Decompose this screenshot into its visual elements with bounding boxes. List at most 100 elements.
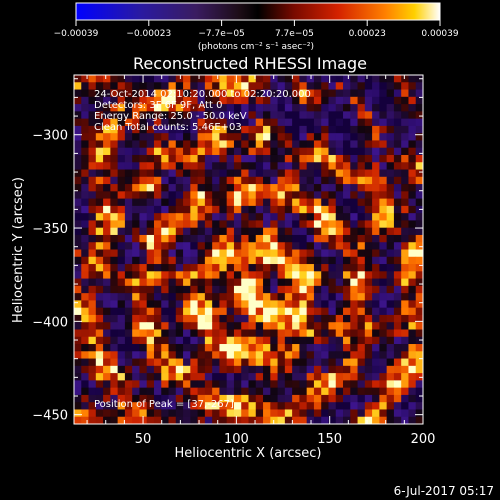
heatmap-cell [357,191,366,199]
heatmap-cell [183,104,191,112]
heatmap-cell [364,133,373,141]
heatmap-cell [81,358,89,367]
heatmap-cell [95,184,104,192]
heatmap-cell [168,344,177,352]
heatmap-cell [284,293,293,301]
heatmap-cell [306,307,315,316]
heatmap-cell [372,89,380,98]
heatmap-cell [306,402,315,410]
heatmap-cell [146,75,155,83]
heatmap-cell [277,162,286,170]
heatmap-cell [248,227,257,236]
heatmap-cell [190,125,198,134]
heatmap-cell [408,75,417,83]
heatmap-cell [306,351,315,359]
heatmap-cell [81,191,89,199]
heatmap-cell [74,213,82,221]
heatmap-cell [321,96,329,105]
heatmap-cell [306,256,315,265]
heatmap-cell [386,82,395,90]
heatmap-cell [74,162,82,170]
heatmap-cell [197,169,206,178]
heatmap-cell [204,125,213,134]
heatmap-cell [401,242,409,250]
heatmap-cell [175,75,184,83]
heatmap-cell [299,387,308,396]
heatmap-cell [321,264,329,272]
heatmap-cell [248,402,257,410]
heatmap-cell [219,322,228,330]
heatmap-cell [248,162,257,170]
heatmap-cell [95,169,104,178]
heatmap-cell [284,75,293,83]
heatmap-cell [175,242,184,250]
heatmap-cell [241,329,249,338]
heatmap-cell [168,169,177,178]
colorbar [75,2,441,21]
heatmap-cell [415,82,423,90]
heatmap-cell [408,351,417,359]
heatmap-cell [343,82,351,90]
heatmap-cell [292,154,300,163]
heatmap-cell [292,314,300,323]
heatmap-cell [292,220,300,229]
heatmap-cell [74,118,82,127]
heatmap-cell [284,205,293,214]
heatmap-cell [139,184,148,192]
heatmap-cell [110,358,119,367]
heatmap-cell [408,242,417,250]
heatmap-cell [328,402,337,410]
heatmap-cell [212,220,220,229]
heatmap-cell [386,322,395,330]
heatmap-cell [401,111,409,120]
heatmap-cell [241,213,249,221]
heatmap-cell [175,329,184,338]
heatmap-cell [81,111,89,120]
heatmap-cell [183,75,191,83]
heatmap-cell [110,191,119,199]
heatmap-cell [117,198,126,207]
heatmap-cell [197,191,206,199]
heatmap-cell [81,89,89,98]
heatmap-cell [284,104,293,112]
heatmap-cell [175,184,184,192]
heatmap-cell [103,154,111,163]
heatmap-cell [248,416,257,424]
heatmap-cell [364,293,373,301]
heatmap-cell [226,82,235,90]
heatmap-cell [95,249,104,258]
heatmap-cell [146,82,155,90]
heatmap-cell [372,249,380,258]
y-tick-label: −350 [32,222,68,237]
heatmap-cell [183,285,191,294]
heatmap-cell [255,213,264,221]
heatmap-cell [233,111,242,120]
heatmap-cell [241,154,249,163]
heatmap-cell [364,96,373,105]
heatmap-cell [241,293,249,301]
heatmap-cell [146,402,155,410]
heatmap-cell [175,169,184,178]
heatmap-cell [357,416,366,424]
heatmap-cell [277,336,286,345]
heatmap-cell [357,358,366,367]
heatmap-cell [103,249,111,258]
heatmap-cell [161,387,169,396]
heatmap-cell [117,125,126,134]
heatmap-cell [190,387,198,396]
heatmap-cell [117,234,126,243]
heatmap-cell [357,111,366,120]
heatmap-cell [81,351,89,359]
heatmap-cell [204,227,213,236]
heatmap-cell [343,140,351,149]
heatmap-cell [183,249,191,258]
heatmap-cell [204,373,213,381]
heatmap-cell [401,256,409,265]
heatmap-cell [153,198,162,207]
heatmap-cell [204,162,213,170]
heatmap-cell [328,271,337,279]
heatmap-cell [175,409,184,418]
heatmap-cell [284,314,293,323]
heatmap-cell [212,307,220,316]
heatmap-cell [263,293,271,301]
